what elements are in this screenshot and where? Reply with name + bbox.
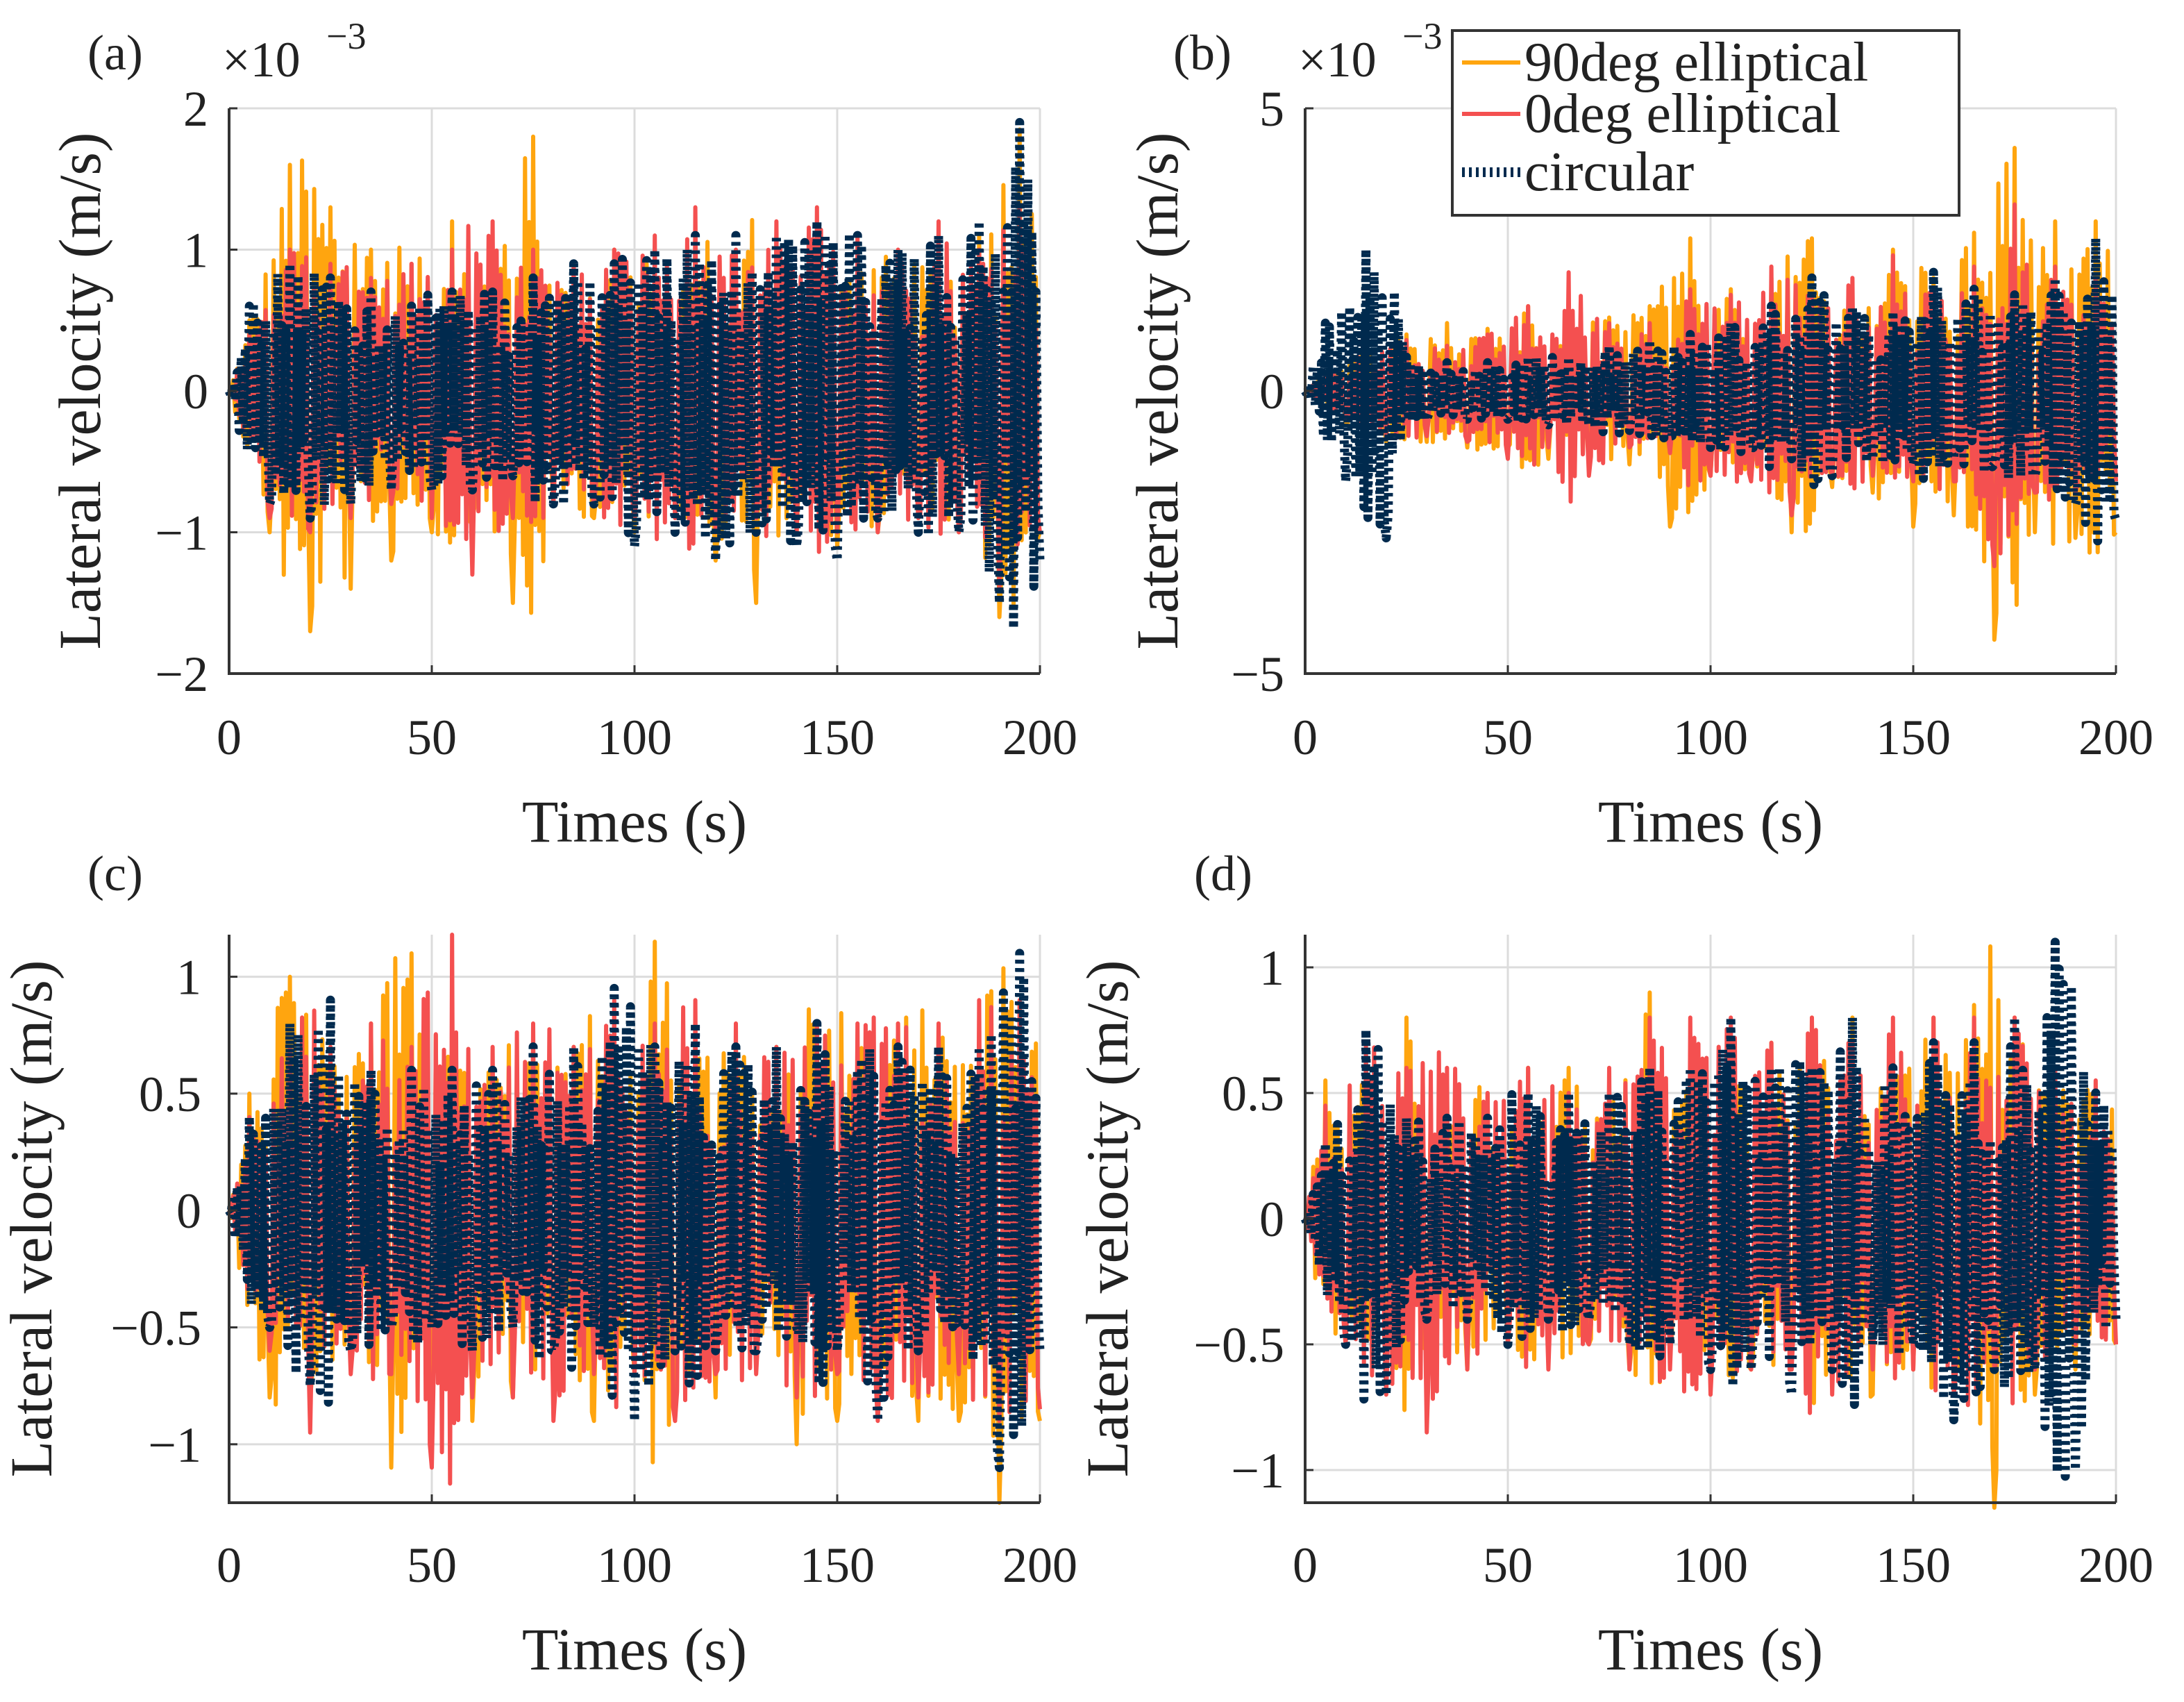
series-line-circular [1301, 233, 2121, 546]
y-tick-label: −2 [155, 646, 208, 702]
x-tick-label: 0 [217, 710, 242, 765]
x-tick-label: 0 [217, 1537, 242, 1593]
legend: 90deg elliptical 0deg elliptical circula… [1451, 29, 1960, 217]
y-tick-label: −1 [155, 506, 208, 561]
y-axis-label: Lateral velocity (m/s) [1074, 960, 1141, 1477]
axis-exponent-power: −3 [1402, 15, 1442, 57]
y-tick-label: −1 [1231, 1443, 1284, 1499]
x-tick-label: 100 [597, 710, 672, 765]
x-tick-label: 100 [597, 1537, 672, 1593]
panel-label: (d) [1194, 846, 1252, 901]
x-tick-label: 150 [1876, 710, 1951, 765]
y-axis-label: Lateral velocity (m/s) [1124, 132, 1191, 649]
y-tick-label: 0 [183, 364, 208, 419]
y-tick-label: 1 [183, 223, 208, 278]
x-tick-label: 150 [800, 1537, 875, 1593]
x-tick-label: 100 [1673, 1537, 1748, 1593]
panel-label: (c) [87, 846, 143, 901]
y-tick-label: 2 [183, 81, 208, 137]
x-tick-label: 50 [407, 1537, 457, 1593]
x-tick-label: 100 [1673, 710, 1748, 765]
x-axis-label: Times (s) [1598, 1616, 1823, 1683]
x-tick-label: 50 [407, 710, 457, 765]
x-axis-label: Times (s) [522, 788, 747, 855]
x-tick-label: 50 [1483, 710, 1533, 765]
y-tick-label: 0.5 [1222, 1066, 1284, 1121]
x-tick-label: 0 [1293, 1537, 1318, 1593]
y-tick-label: 1 [176, 950, 201, 1006]
y-axis-label: Lateral velocity (m/s) [0, 960, 65, 1477]
y-tick-label: 1 [1259, 940, 1284, 996]
x-tick-label: 50 [1483, 1537, 1533, 1593]
legend-label-0deg: 0deg elliptical [1524, 83, 1840, 144]
x-tick-label: 200 [1002, 710, 1077, 765]
y-axis-label: Lateral velocity (m/s) [47, 132, 113, 649]
legend-box [1451, 29, 1960, 217]
x-axis-label: Times (s) [522, 1616, 747, 1683]
panel-c: 0 50 100 150 200 −1 −0.5 0 0.5 1 Times (s) Lateral … [0, 846, 1077, 1683]
y-tick-label: 0.5 [139, 1067, 201, 1122]
x-tick-label: 0 [1293, 710, 1318, 765]
panel-label: (a) [87, 25, 143, 81]
legend-label-circular: circular [1524, 142, 1694, 203]
y-tick-label: −0.5 [110, 1301, 201, 1356]
series-line-circular [225, 949, 1045, 1472]
x-tick-label: 200 [2078, 710, 2153, 765]
x-tick-label: 150 [1876, 1537, 1951, 1593]
y-tick-label: 0 [1259, 1192, 1284, 1247]
y-tick-label: −0.5 [1193, 1317, 1284, 1373]
y-tick-label: −1 [148, 1417, 201, 1473]
series-line-circular [225, 117, 1045, 633]
y-tick-label: 0 [1259, 364, 1284, 419]
x-tick-label: 200 [1002, 1537, 1077, 1593]
x-tick-label: 200 [2078, 1537, 2153, 1593]
y-tick-label: 0 [176, 1183, 201, 1239]
x-axis-label: Times (s) [1598, 788, 1823, 855]
y-tick-label: −5 [1231, 646, 1284, 702]
panel-label: (b) [1173, 25, 1232, 81]
axis-exponent: ×10 [1298, 32, 1377, 87]
y-tick-label: 5 [1259, 81, 1284, 137]
panel-a: 0 50 100 150 200 −2 −1 0 1 2 Times (s) Lateral velo… [47, 15, 1077, 855]
legend-label-90deg: 90deg elliptical [1524, 32, 1868, 93]
axis-exponent-power: −3 [326, 15, 366, 57]
series-line-circular [1300, 937, 2121, 1481]
axis-exponent: ×10 [222, 32, 301, 87]
panel-d: 0 50 100 150 200 −1 −0.5 0 0.5 1 Times (s) Lateral … [1074, 846, 2153, 1683]
x-tick-label: 150 [800, 710, 875, 765]
